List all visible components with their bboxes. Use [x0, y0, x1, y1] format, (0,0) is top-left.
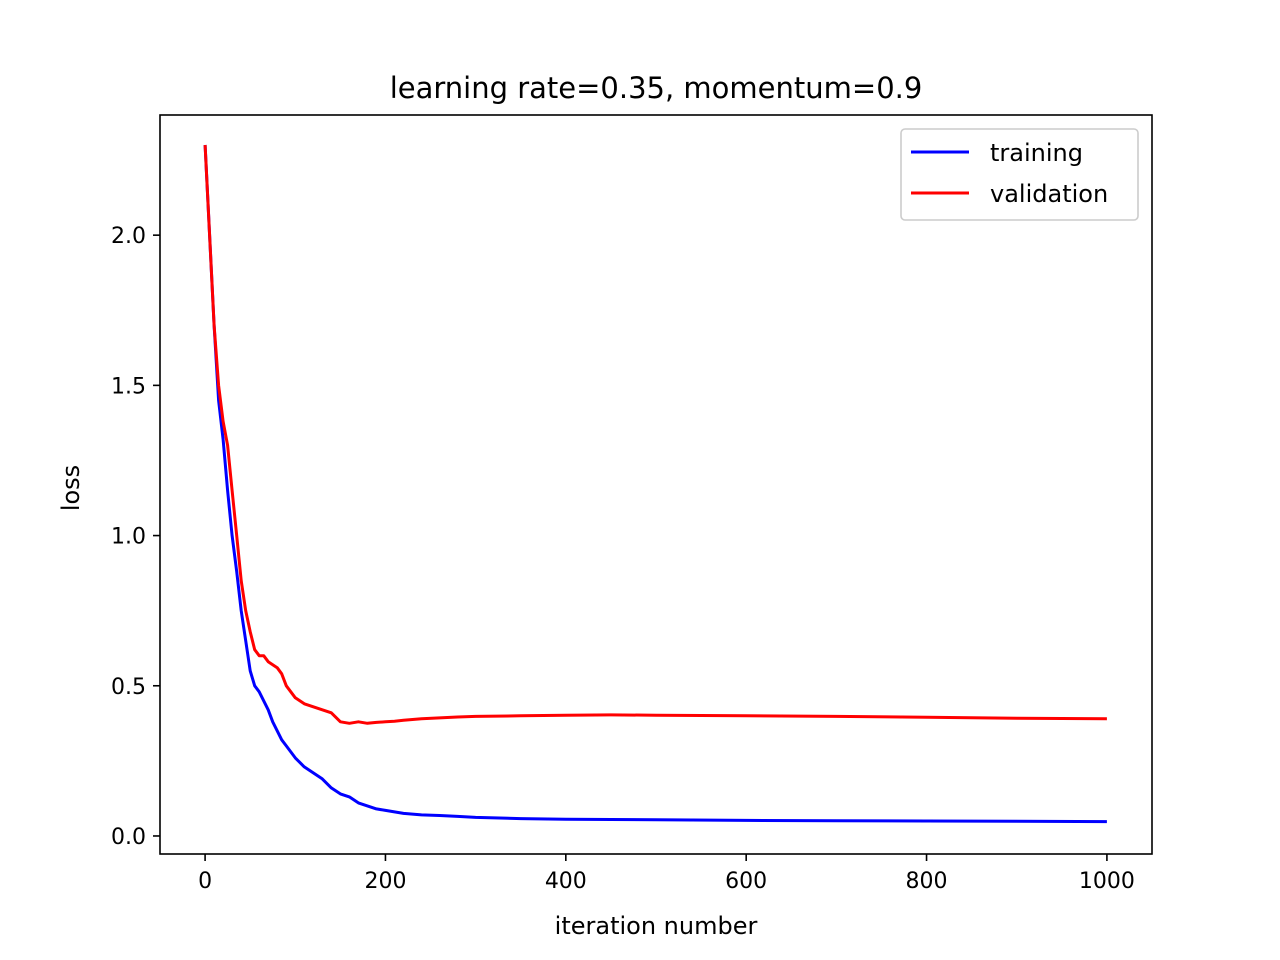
x-axis-ticks: 0 200 400 600 800 1000 [198, 854, 1135, 894]
y-tick-label: 0.5 [111, 675, 146, 700]
y-tick-label: 1.0 [111, 525, 146, 550]
x-tick-label: 1000 [1079, 869, 1135, 894]
y-tick-label: 1.5 [111, 374, 146, 399]
x-tick-label: 0 [198, 869, 212, 894]
y-tick-label: 0.0 [111, 825, 146, 850]
y-axis-label: loss [57, 465, 85, 511]
x-tick-label: 200 [364, 869, 406, 894]
x-tick-label: 400 [545, 869, 587, 894]
legend: training validation [900, 128, 1139, 221]
legend-training-label: training [990, 139, 1083, 167]
x-axis-label: iteration number [555, 912, 758, 940]
series-layer [203, 144, 1107, 824]
plot-area [160, 115, 1152, 854]
y-tick-label: 2.0 [111, 224, 146, 249]
series-line-validation [203, 144, 1107, 725]
chart-title: learning rate=0.35, momentum=0.9 [390, 71, 923, 105]
x-tick-label: 800 [906, 869, 948, 894]
series-line-training [203, 144, 1107, 824]
plot-frame [159, 114, 1153, 855]
legend-validation-label: validation [990, 180, 1108, 208]
y-axis-ticks: 0.0 0.5 1.0 1.5 2.0 [111, 224, 160, 850]
x-tick-label: 600 [725, 869, 767, 894]
